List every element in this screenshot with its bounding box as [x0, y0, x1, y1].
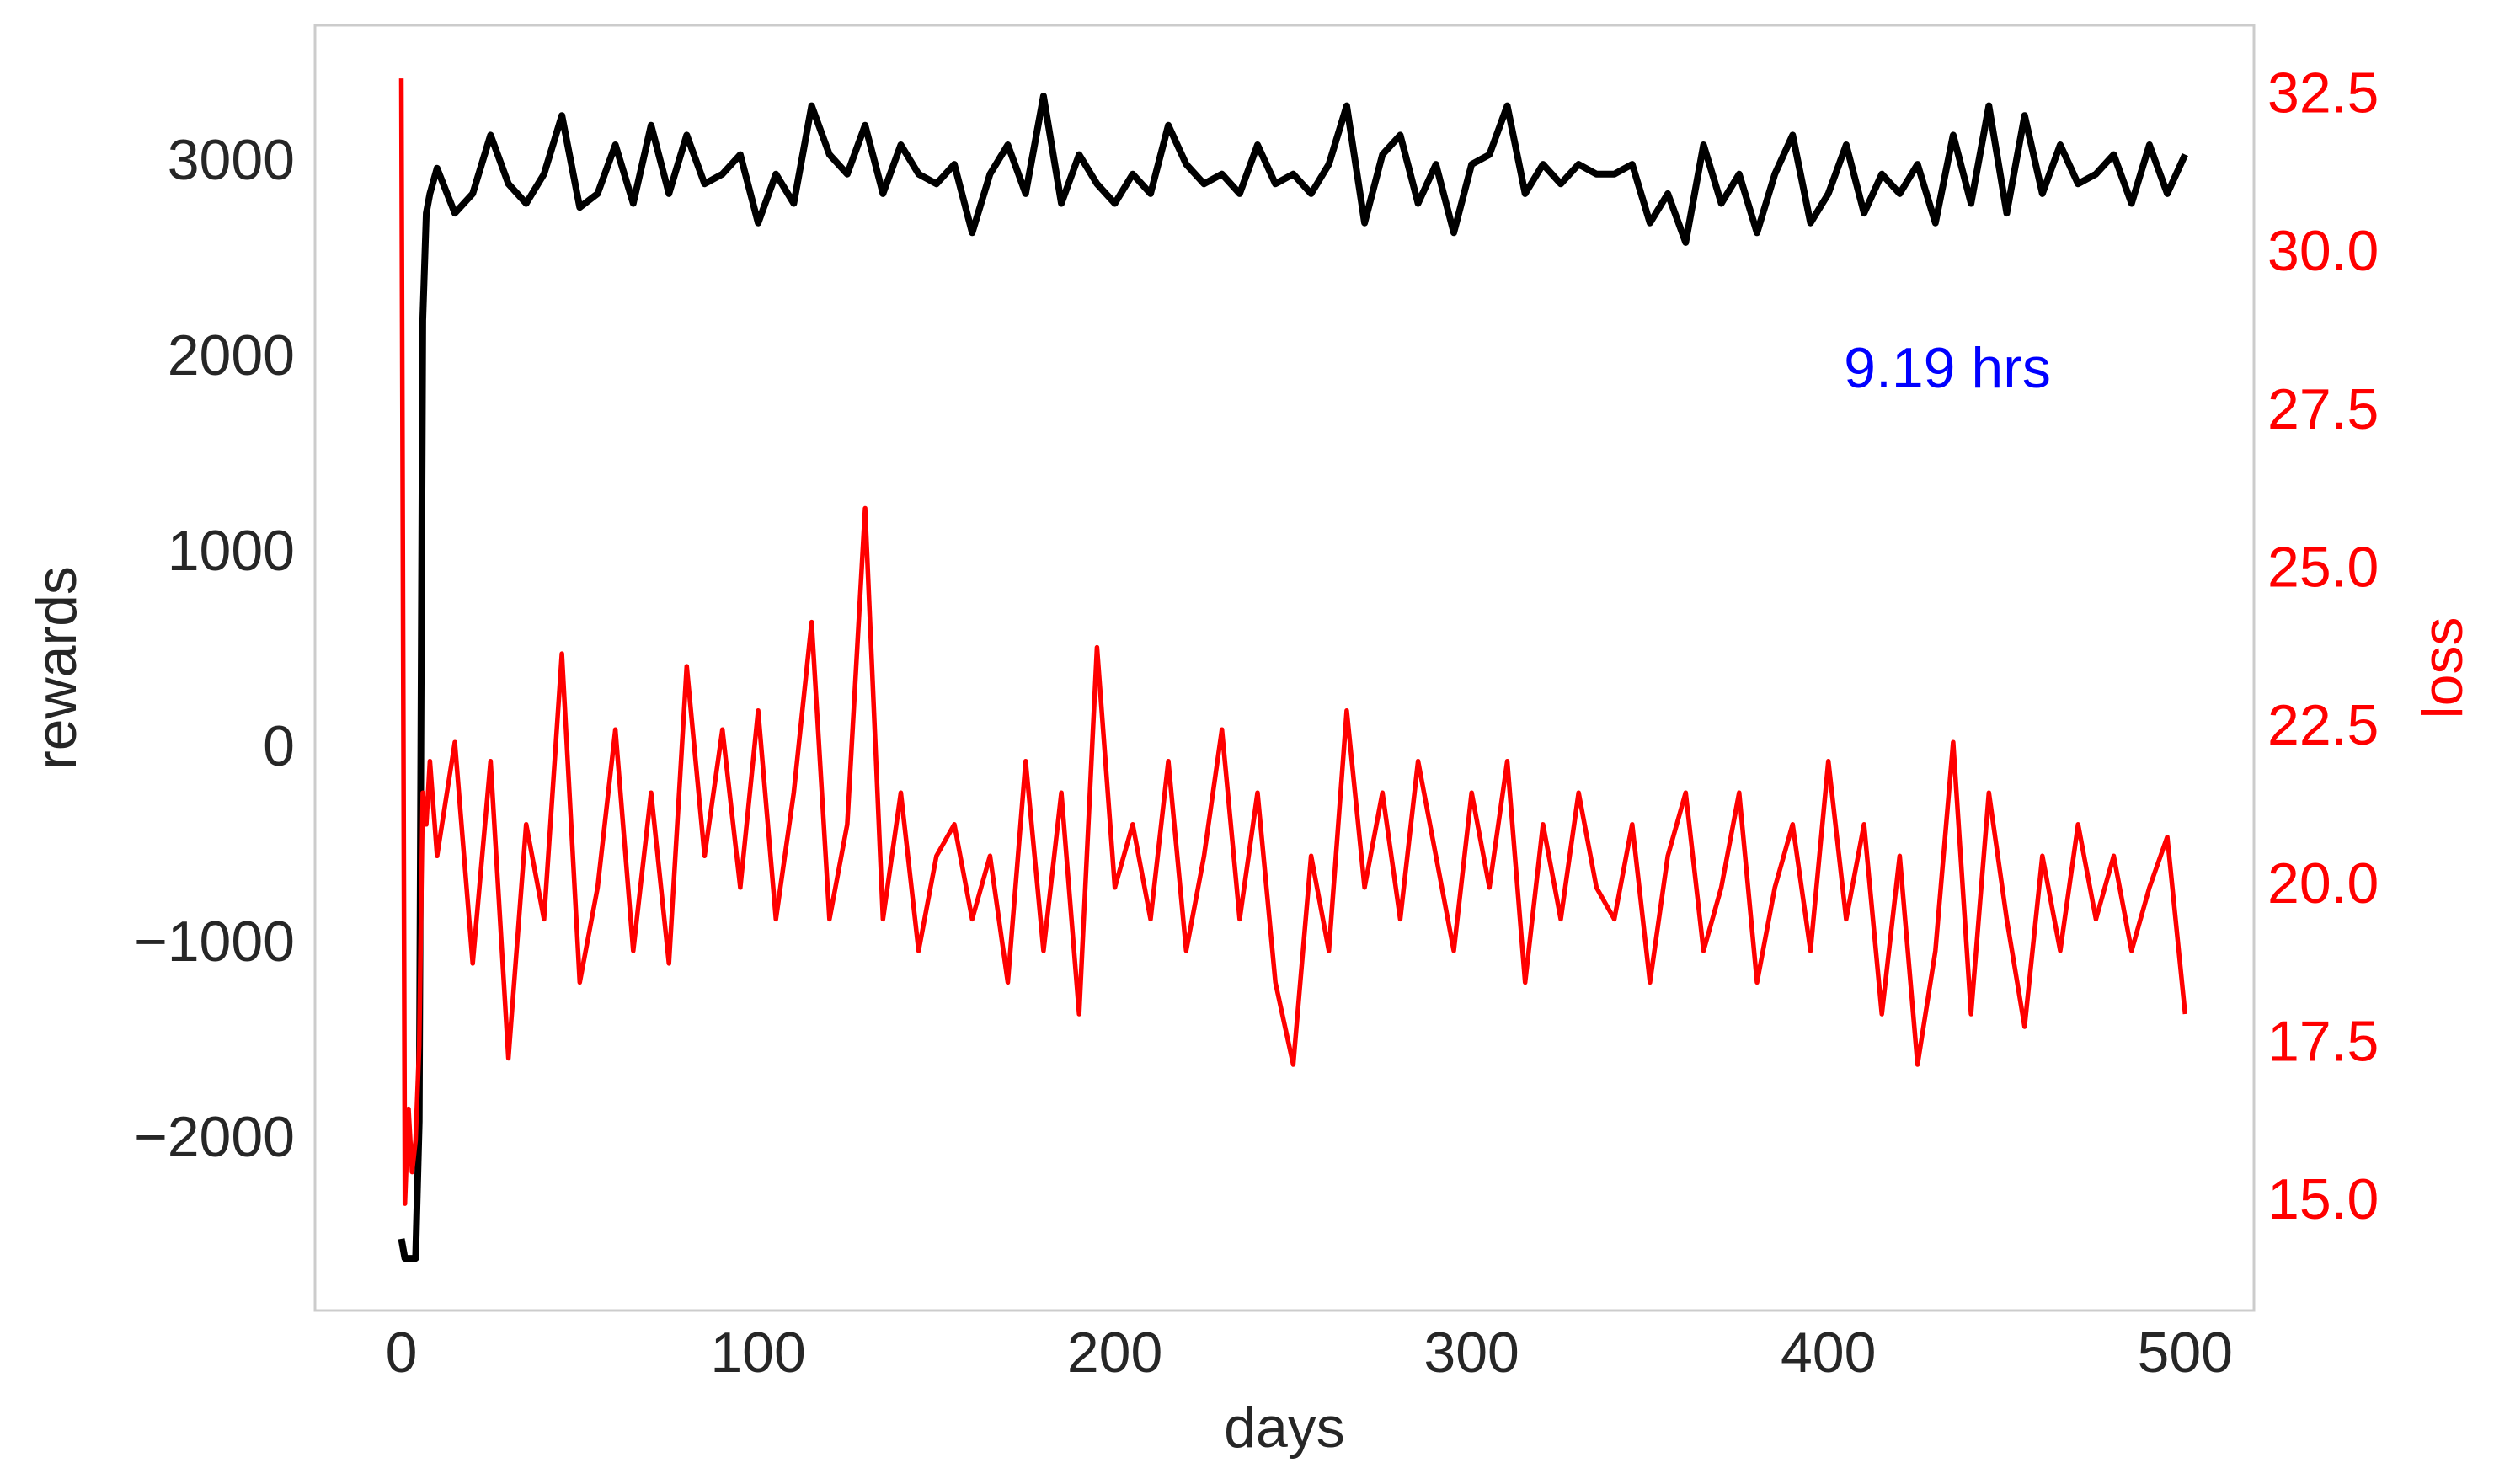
x-tick-label: 500	[2138, 1321, 2233, 1385]
y2-tick-label: 22.5	[2267, 693, 2379, 757]
y-tick-label: 1000	[168, 519, 295, 583]
x-tick-label: 100	[710, 1321, 805, 1385]
y-tick-label: −2000	[134, 1105, 295, 1169]
plot-frame	[313, 24, 2256, 1312]
x-tick-label: 200	[1067, 1321, 1162, 1385]
line-loss	[398, 78, 2188, 1206]
y2-tick-label: 27.5	[2267, 377, 2379, 441]
y-tick-label: 2000	[168, 323, 295, 387]
y-tick-label: 0	[263, 714, 295, 778]
y2-tick-label: 15.0	[2267, 1167, 2379, 1231]
y-tick-label: 3000	[168, 128, 295, 192]
y2-tick-label: 20.0	[2267, 851, 2379, 915]
annotation: 9.19 hrs	[1844, 336, 2051, 400]
y2-axis-label: loss	[2411, 617, 2475, 719]
y-axis-label: rewards	[24, 566, 88, 770]
line-rewards	[398, 93, 2188, 1262]
x-axis-label: days	[1224, 1396, 1345, 1460]
x-tick-label: 0	[386, 1321, 418, 1385]
y2-tick-label: 30.0	[2267, 219, 2379, 283]
y2-tick-label: 32.5	[2267, 61, 2379, 125]
y2-tick-label: 17.5	[2267, 1009, 2379, 1073]
y2-tick-label: 25.0	[2267, 536, 2379, 600]
x-tick-label: 400	[1781, 1321, 1876, 1385]
x-tick-label: 300	[1423, 1321, 1519, 1385]
y-tick-label: −1000	[134, 910, 295, 974]
